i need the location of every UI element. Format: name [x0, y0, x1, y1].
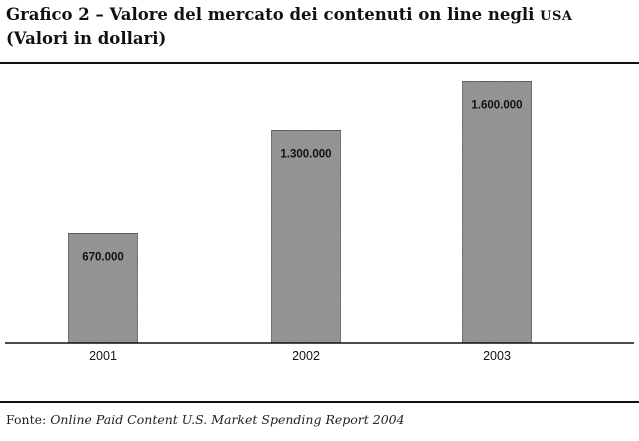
bar-2001	[67, 232, 139, 344]
value-label-2001: 670.000	[82, 251, 124, 263]
bar-2003	[461, 80, 533, 344]
x-tick-label-2003: 2003	[483, 349, 511, 363]
chart-title: Grafico 2 – Valore del mercato dei conte…	[6, 4, 636, 50]
bar-2002	[270, 129, 342, 344]
bars-layer	[67, 80, 533, 344]
value-label-2002: 1.300.000	[280, 148, 331, 160]
title-main: Grafico 2 – Valore del mercato dei conte…	[6, 5, 535, 24]
title-subtitle: (Valori in dollari)	[6, 29, 167, 48]
x-tick-label-2002: 2002	[292, 349, 320, 363]
source-prefix: Fonte:	[6, 412, 47, 427]
source-note: Fonte: Online Paid Content U.S. Market S…	[6, 412, 405, 427]
value-label-2003: 1.600.000	[471, 99, 522, 111]
bar-chart: 670.000 2001 1.300.000 2002 1.600.000 2003	[5, 80, 634, 363]
source-report: Online Paid Content U.S. Market Spending…	[50, 412, 405, 427]
bottom-rule	[0, 401, 639, 403]
title-country: USA	[540, 9, 573, 24]
labels-layer: 670.000 2001 1.300.000 2002 1.600.000 2003	[82, 99, 522, 363]
x-tick-label-2001: 2001	[89, 349, 117, 363]
top-rule	[0, 62, 639, 64]
